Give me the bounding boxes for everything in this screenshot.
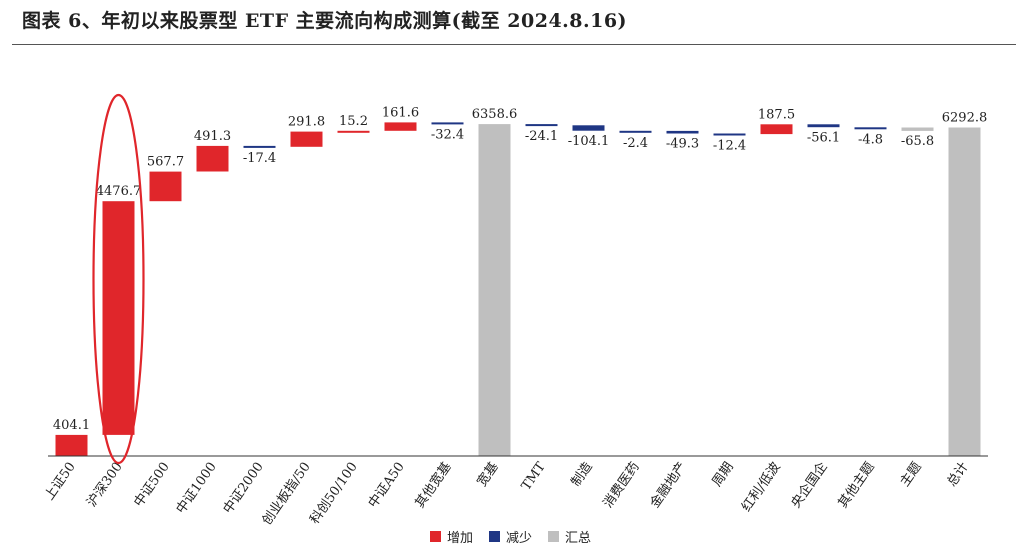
x-tick-label: 制造 [569,460,596,490]
bar-increase [149,171,182,202]
data-label: -32.4 [431,127,464,142]
x-tick-label: 周期 [710,460,737,490]
x-tick-label: 沪深300 [84,459,126,510]
bar-decrease [854,127,887,130]
data-label: -56.1 [807,130,840,145]
bar-decrease [666,130,699,134]
bar-increase [55,434,88,456]
data-label: 4476.7 [96,184,142,199]
bar-increase [196,145,229,172]
bar-decrease [525,124,558,127]
x-tick-label: TMT [519,459,549,493]
data-label: -12.4 [713,139,746,154]
bar-total [948,127,981,456]
bars-group [55,122,981,456]
legend-label: 增加 [447,531,474,546]
x-tick-label: 宽基 [474,459,502,489]
highlight-group [92,93,145,465]
data-label: -17.4 [243,151,276,166]
data-label: 15.2 [339,114,368,129]
bar-decrease [431,122,464,125]
bar-decrease [572,125,605,131]
data-labels-group: 404.1 4476.7 567.7 491.3 -17.4 291.8 15.2 161.6… [53,105,988,433]
data-label: 6292.8 [942,111,988,126]
x-tick-label: 中证1000 [174,460,220,517]
legend-label: 减少 [506,531,533,546]
data-label: 6358.6 [472,107,518,122]
x-tick-label: 金融地产 [647,459,690,511]
legend-swatch [548,531,560,542]
data-label: -2.4 [623,136,648,151]
bar-increase [384,122,417,131]
bar-total [478,124,511,456]
x-tick-label: 上证50 [42,460,79,503]
legend-swatch [430,531,441,542]
x-tick-label: 其他主题 [836,460,878,511]
x-tick-label: 消费医药 [601,460,643,511]
legend: 增加 减少 汇总 [430,527,601,546]
x-tick-label: 红利/低波 [738,459,783,514]
legend-label: 汇总 [565,531,592,546]
data-label: 404.1 [53,418,90,433]
data-label: 567.7 [147,155,184,170]
data-label: -24.1 [525,129,558,144]
bar-total [901,127,934,131]
bar-decrease [619,130,652,133]
x-tick-label: 总计 [945,460,972,490]
data-label: -104.1 [568,134,610,149]
title-divider [12,44,1016,45]
x-tick-label: 中证2000 [221,460,267,517]
bar-decrease [807,124,840,128]
x-tick-label: 主题 [898,460,925,490]
data-label: 491.3 [194,129,231,144]
legend-item-increase: 增加 [430,527,473,546]
x-axis-group: 上证50 沪深300 中证500 中证1000 中证2000创业板指/50科创50/10… [42,455,988,528]
x-tick-label: 央企国企 [788,459,831,511]
bar-increase [337,130,370,133]
legend-item-decrease: 减少 [489,527,532,546]
data-label: -49.3 [666,137,699,152]
x-tick-label: 创业板指/50 [260,460,314,528]
chart-title: 图表 6、年初以来股票型 ETF 主要流向构成测算(截至 2024.8.16) [22,10,628,32]
x-tick-label: 中证A50 [366,460,408,511]
highlight-ellipse [92,93,145,465]
data-label: 187.5 [758,107,795,122]
data-label: -65.8 [901,134,934,149]
bar-decrease [243,145,276,148]
bar-increase [290,131,323,147]
x-tick-label: 其他宽基 [412,459,455,511]
x-tick-label: 科创50/100 [307,460,360,527]
bar-decrease [713,133,746,136]
bar-increase [760,124,793,135]
data-label: 291.8 [288,115,325,130]
x-tick-label: 中证500 [131,460,172,510]
legend-item-total: 汇总 [548,527,591,546]
legend-swatch [489,531,501,542]
data-label: 161.6 [382,105,419,120]
bar-increase [102,201,135,435]
data-label: -4.8 [858,132,883,147]
